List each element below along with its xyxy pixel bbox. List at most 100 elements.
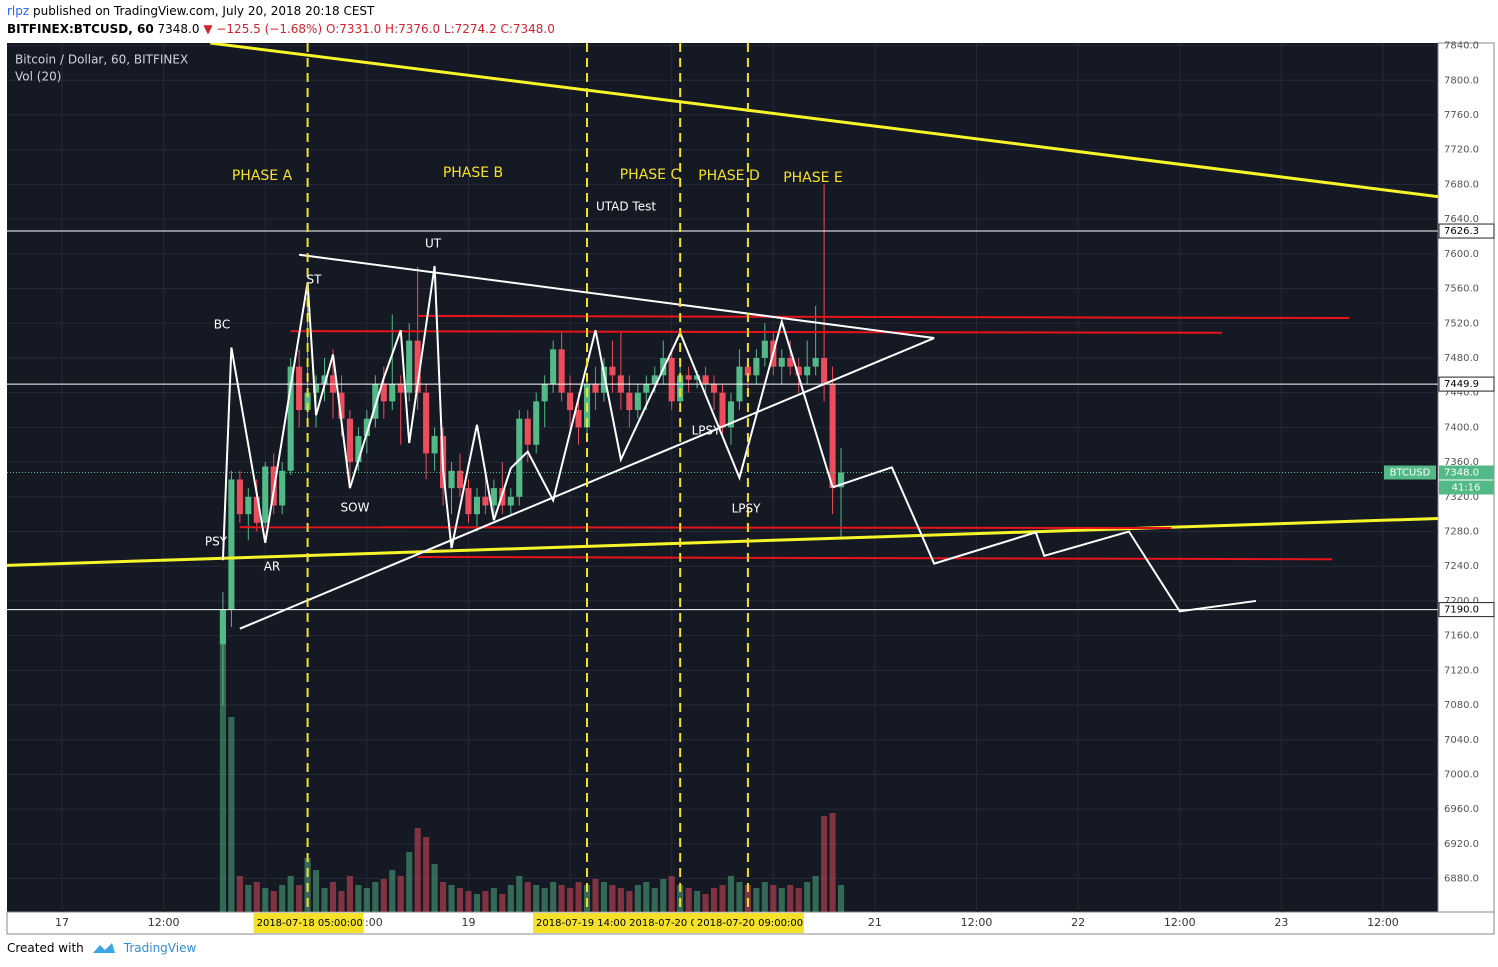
volume-bar	[253, 882, 260, 912]
volume-bar	[761, 882, 768, 912]
candle-body	[355, 436, 362, 463]
footer: Created with TradingView	[7, 941, 196, 955]
candle-body	[414, 340, 421, 393]
x-tick-label: 12:00	[961, 916, 993, 929]
chart-title: Bitcoin / Dollar, 60, BITFINEX	[15, 53, 188, 67]
candle-body	[516, 418, 523, 497]
volume-bar	[507, 885, 514, 912]
candle-body	[253, 496, 260, 523]
marker-label: 2018-07-19 14:00:00	[536, 918, 642, 929]
y-tick-label: 6920.0	[1444, 839, 1479, 850]
y-tick-label: 7480.0	[1444, 353, 1479, 364]
volume-bar	[685, 888, 692, 912]
volume-bar	[643, 882, 650, 912]
publisher: rlpz	[7, 4, 30, 18]
x-tick-label: 12:00	[1367, 916, 1399, 929]
y-tick-label: 7600.0	[1444, 249, 1479, 260]
candle-body	[304, 392, 311, 411]
candle-body	[727, 401, 735, 428]
volume-bar	[262, 888, 269, 912]
candle-body	[431, 436, 438, 454]
volume-bar	[651, 888, 658, 912]
volume-bar	[541, 888, 548, 912]
volume-bar	[287, 876, 294, 912]
price-label-box	[1438, 223, 1495, 239]
marker-label-box	[533, 913, 644, 933]
marker-label: 2018-07-20 09:00:00	[697, 918, 803, 929]
volume-bar	[321, 888, 328, 912]
candle-body	[380, 384, 387, 402]
candle-body	[533, 401, 540, 445]
y-tick-label: 7000.0	[1444, 769, 1479, 780]
volume-bar	[575, 882, 582, 912]
x-tick-label: 21	[868, 916, 882, 929]
drawing	[298, 253, 935, 340]
volume-bar	[558, 885, 565, 912]
marker-label-box	[253, 913, 364, 933]
drawing	[290, 330, 1223, 334]
candle-body	[456, 470, 464, 489]
volume-bar	[778, 888, 785, 912]
candle-body	[753, 357, 760, 376]
candle-body	[245, 496, 252, 515]
candle-body	[821, 357, 828, 385]
volume-bar	[372, 882, 379, 912]
annotation: UTAD Test	[596, 200, 656, 214]
volume-bar	[837, 885, 845, 912]
x-tick-label: 12:00	[1164, 916, 1196, 929]
candle-body	[465, 488, 472, 515]
annotation: PHASE B	[443, 165, 503, 181]
volume-bar	[236, 876, 243, 912]
volume-bar	[499, 894, 506, 912]
y-tick-label: 6960.0	[1444, 804, 1479, 815]
candle-body	[228, 479, 235, 610]
candle-body	[651, 375, 658, 385]
volume-bar	[279, 885, 286, 912]
volume-bar	[473, 894, 480, 912]
y-tick-label: 7360.0	[1444, 457, 1479, 468]
candle-body	[219, 609, 226, 645]
candle-body	[541, 384, 548, 402]
volume-bar	[313, 870, 320, 912]
volume-bar	[423, 837, 430, 912]
candle-body	[719, 392, 726, 428]
candle-body	[389, 384, 396, 402]
candle-body	[473, 496, 480, 515]
volume-bar	[719, 885, 726, 912]
symbol-box	[1384, 465, 1436, 480]
candle-body	[490, 488, 497, 506]
volume-bar	[397, 876, 404, 912]
y-tick-label: 7560.0	[1444, 284, 1479, 295]
y-tick-label: 7720.0	[1444, 145, 1479, 156]
volume-bar	[482, 891, 489, 912]
candle-body	[372, 384, 379, 419]
volume-bar	[668, 876, 675, 912]
y-tick-label: 7160.0	[1444, 631, 1479, 642]
volume-bar	[346, 876, 353, 912]
volume-bar	[626, 891, 633, 912]
y-tick-label: 7200.0	[1444, 596, 1479, 607]
volume-bar	[448, 885, 455, 912]
volume-bar	[821, 816, 828, 912]
candle-body	[804, 366, 811, 376]
volume-bar	[609, 885, 616, 912]
annotation: PSY	[205, 535, 228, 549]
candle-body	[829, 384, 836, 489]
volume-bar	[490, 888, 497, 912]
y-tick-label: 7640.0	[1444, 214, 1479, 225]
candle-body	[592, 384, 599, 393]
candle-body	[694, 375, 701, 380]
volume-bar	[524, 882, 531, 912]
price-label: 7190.0	[1444, 605, 1479, 616]
candle-body	[575, 410, 582, 428]
header-quote: BITFINEX:BTCUSD, 60 7348.0 ▼ −125.5 (−1.…	[7, 22, 555, 36]
volume-bar	[516, 876, 523, 912]
y-tick-label: 7120.0	[1444, 665, 1479, 676]
countdown: 41:16	[1452, 483, 1481, 494]
chart: 6880.0 6920.0 6960.0 7000.0 7040.0 7080.0 7120…	[6, 41, 1495, 935]
y-tick-label: 7240.0	[1444, 561, 1479, 572]
footer-brand[interactable]: TradingView	[123, 941, 197, 955]
candle-body	[507, 496, 514, 506]
candle-body	[236, 479, 243, 515]
